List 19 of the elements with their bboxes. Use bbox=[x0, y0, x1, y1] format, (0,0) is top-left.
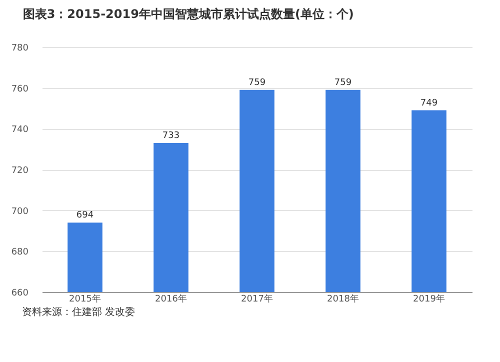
text: 资料来源：住建部 发改委 bbox=[22, 306, 136, 319]
x-tick-label: 2019年 bbox=[413, 294, 445, 304]
x-tick-label: 2016年 bbox=[155, 294, 187, 304]
y-tick-label: 760 bbox=[11, 84, 29, 94]
y-tick-label: 720 bbox=[11, 166, 29, 176]
data-label: 759 bbox=[248, 78, 266, 88]
y-tick-label: 780 bbox=[11, 44, 29, 54]
y-tick-label: 680 bbox=[11, 248, 29, 258]
data-label: 749 bbox=[420, 98, 438, 108]
y-tick-label: 700 bbox=[11, 206, 29, 217]
y-tick-label: 660 bbox=[11, 288, 29, 298]
data-label: 733 bbox=[162, 130, 180, 141]
data-label: 759 bbox=[334, 78, 352, 88]
chart-title: 图表3：2015-2019年中国智慧城市累计试点数量(单位：个) bbox=[22, 7, 354, 21]
x-tick-label: 2017年 bbox=[241, 294, 273, 304]
x-tick-label: 2015年 bbox=[69, 294, 101, 304]
y-tick-label: 740 bbox=[11, 125, 29, 136]
data-label: 694 bbox=[76, 210, 94, 221]
x-tick-label: 2018年 bbox=[327, 294, 359, 304]
